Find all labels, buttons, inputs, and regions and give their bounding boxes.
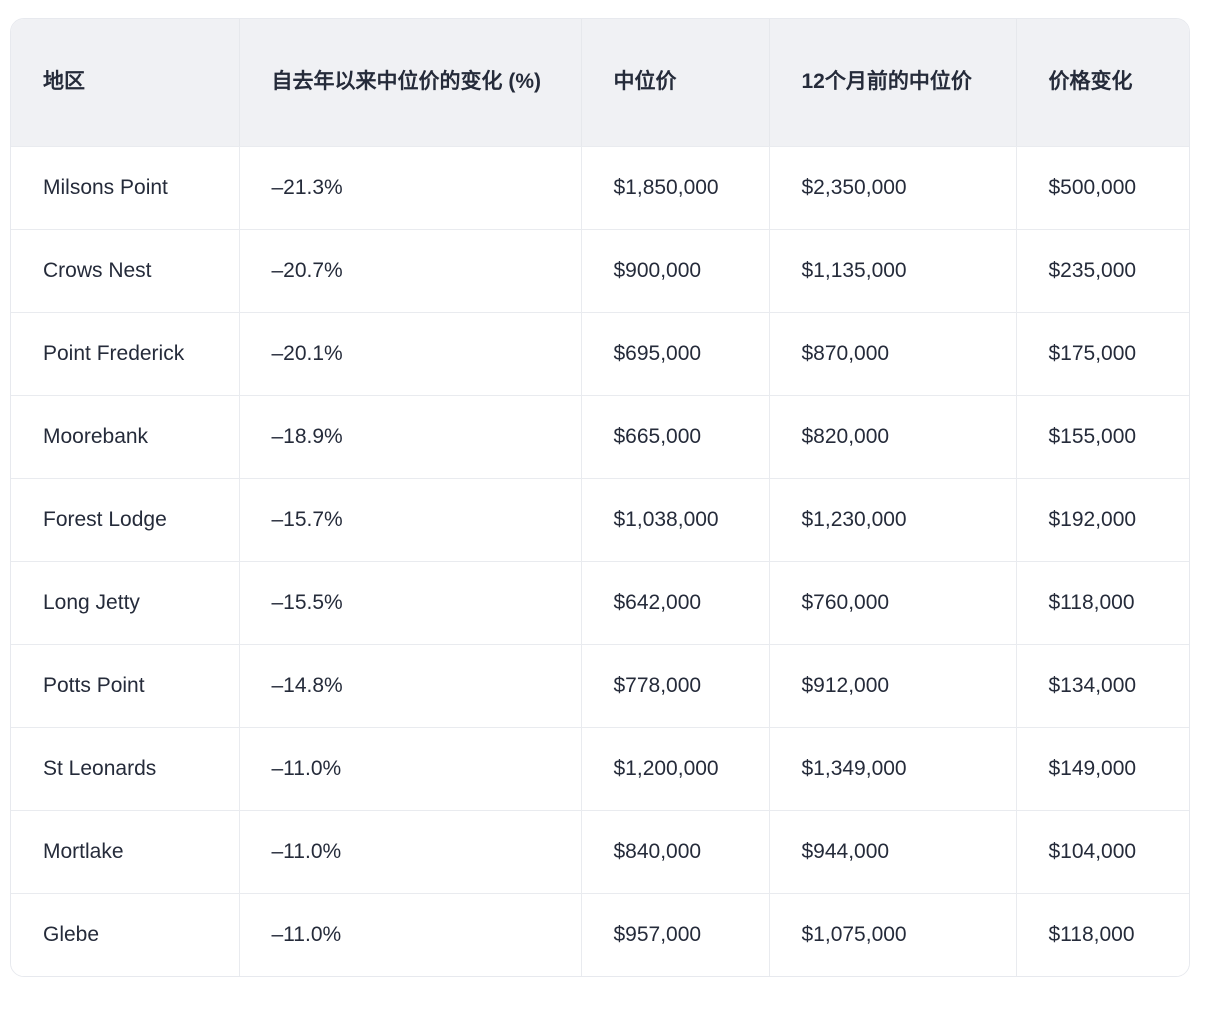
- cell-change_pct: –15.5%: [239, 561, 582, 645]
- cell-region: Mortlake: [11, 810, 240, 894]
- table-row: Milsons Point –21.3% $1,850,000 $2,350,000 $…: [11, 146, 1189, 230]
- cell-median_price: $900,000: [581, 229, 770, 313]
- cell-median_price: $840,000: [581, 810, 770, 894]
- cell-region: Potts Point: [11, 644, 240, 728]
- table-row: Moorebank –18.9% $665,000 $820,000 $155,000: [11, 395, 1189, 479]
- cell-region: St Leonards: [11, 727, 240, 811]
- cell-change_pct: –11.0%: [239, 810, 582, 894]
- table-row: Potts Point –14.8% $778,000 $912,000 $134,00…: [11, 644, 1189, 728]
- cell-median_price: $1,038,000: [581, 478, 770, 562]
- cell-region: Crows Nest: [11, 229, 240, 313]
- cell-median_price: $778,000: [581, 644, 770, 728]
- cell-median_price: $1,200,000: [581, 727, 770, 811]
- cell-median_12m: $912,000: [769, 644, 1017, 728]
- median-price-table: 地区 自去年以来中位价的变化 (%) 中位价 12个月前的中位价 价格变化 Mi…: [11, 19, 1189, 976]
- table-row: Crows Nest –20.7% $900,000 $1,135,000 $235,0…: [11, 229, 1189, 313]
- table-row: Forest Lodge –15.7% $1,038,000 $1,230,000 $1…: [11, 478, 1189, 562]
- cell-median_12m: $1,349,000: [769, 727, 1017, 811]
- cell-price_change: $134,000: [1016, 644, 1189, 728]
- cell-region: Long Jetty: [11, 561, 240, 645]
- cell-change_pct: –21.3%: [239, 146, 582, 230]
- cell-price_change: $155,000: [1016, 395, 1189, 479]
- cell-change_pct: –20.7%: [239, 229, 582, 313]
- cell-change_pct: –14.8%: [239, 644, 582, 728]
- cell-median_12m: $1,135,000: [769, 229, 1017, 313]
- cell-region: Moorebank: [11, 395, 240, 479]
- cell-price_change: $104,000: [1016, 810, 1189, 894]
- cell-change_pct: –11.0%: [239, 893, 582, 976]
- cell-median_12m: $870,000: [769, 312, 1017, 396]
- cell-change_pct: –18.9%: [239, 395, 582, 479]
- cell-price_change: $118,000: [1016, 893, 1189, 976]
- cell-price_change: $175,000: [1016, 312, 1189, 396]
- header-region: 地区: [11, 19, 240, 147]
- cell-region: Point Frederick: [11, 312, 240, 396]
- cell-price_change: $149,000: [1016, 727, 1189, 811]
- cell-median_12m: $944,000: [769, 810, 1017, 894]
- cell-price_change: $118,000: [1016, 561, 1189, 645]
- cell-median_12m: $1,230,000: [769, 478, 1017, 562]
- table-row: Long Jetty –15.5% $642,000 $760,000 $118,000: [11, 561, 1189, 645]
- table-row: Mortlake –11.0% $840,000 $944,000 $104,000: [11, 810, 1189, 894]
- median-price-table-container: 地区 自去年以来中位价的变化 (%) 中位价 12个月前的中位价 价格变化 Mi…: [10, 18, 1190, 977]
- header-change-pct: 自去年以来中位价的变化 (%): [239, 19, 582, 147]
- header-median-price: 中位价: [581, 19, 770, 147]
- cell-median_price: $642,000: [581, 561, 770, 645]
- table-row: Point Frederick –20.1% $695,000 $870,000 $17…: [11, 312, 1189, 396]
- cell-change_pct: –20.1%: [239, 312, 582, 396]
- header-median-12m: 12个月前的中位价: [769, 19, 1017, 147]
- table-header: 地区 自去年以来中位价的变化 (%) 中位价 12个月前的中位价 价格变化: [11, 19, 1189, 147]
- table-row: St Leonards –11.0% $1,200,000 $1,349,000 $14…: [11, 727, 1189, 811]
- cell-median_price: $957,000: [581, 893, 770, 976]
- cell-median_12m: $760,000: [769, 561, 1017, 645]
- cell-change_pct: –15.7%: [239, 478, 582, 562]
- cell-median_price: $1,850,000: [581, 146, 770, 230]
- cell-median_price: $665,000: [581, 395, 770, 479]
- cell-region: Glebe: [11, 893, 240, 976]
- cell-median_12m: $820,000: [769, 395, 1017, 479]
- cell-median_12m: $1,075,000: [769, 893, 1017, 976]
- cell-change_pct: –11.0%: [239, 727, 582, 811]
- table-body: Milsons Point –21.3% $1,850,000 $2,350,000 $…: [11, 146, 1189, 976]
- header-row: 地区 自去年以来中位价的变化 (%) 中位价 12个月前的中位价 价格变化: [11, 19, 1189, 147]
- cell-price_change: $235,000: [1016, 229, 1189, 313]
- header-price-change: 价格变化: [1016, 19, 1189, 147]
- cell-region: Milsons Point: [11, 146, 240, 230]
- cell-price_change: $192,000: [1016, 478, 1189, 562]
- cell-region: Forest Lodge: [11, 478, 240, 562]
- cell-price_change: $500,000: [1016, 146, 1189, 230]
- cell-median_price: $695,000: [581, 312, 770, 396]
- cell-median_12m: $2,350,000: [769, 146, 1017, 230]
- table-row: Glebe –11.0% $957,000 $1,075,000 $118,000: [11, 893, 1189, 976]
